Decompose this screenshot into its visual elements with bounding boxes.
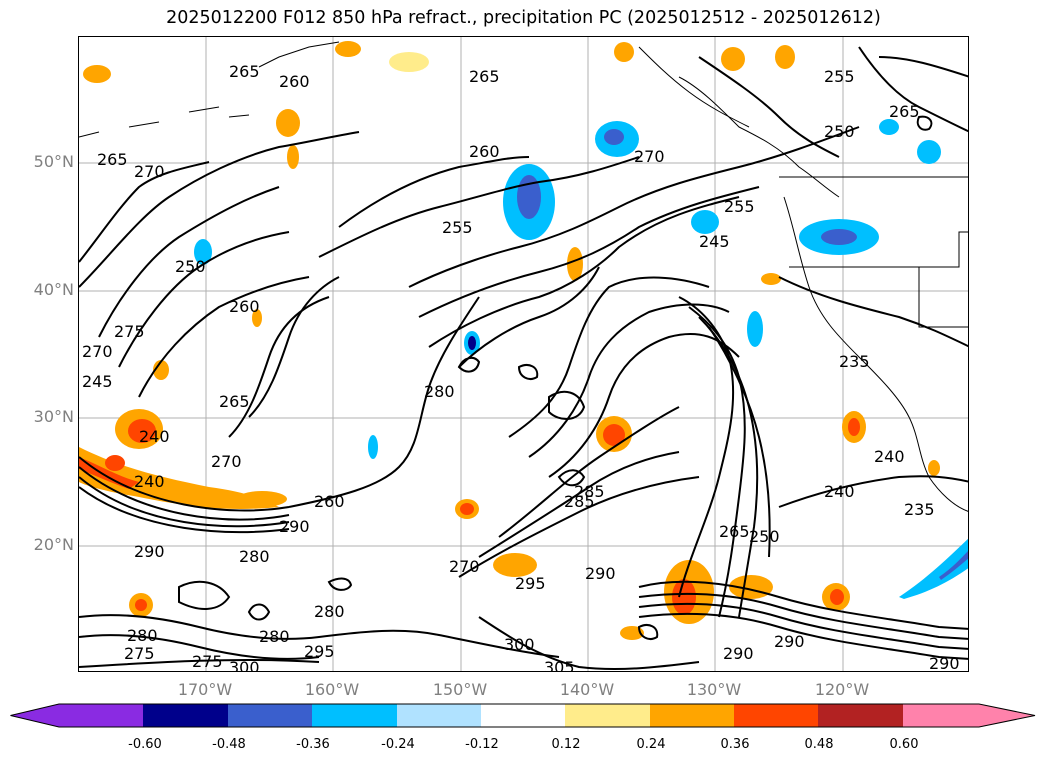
contour-label: 260 bbox=[469, 142, 500, 161]
contour-label: 290 bbox=[279, 517, 310, 536]
contour-label: 270 bbox=[449, 557, 480, 576]
colorbar-segment bbox=[734, 704, 818, 727]
colorbar-tick-label: -0.24 bbox=[381, 737, 415, 752]
colorbar-segment bbox=[397, 704, 481, 727]
contour-label: 285 bbox=[574, 482, 605, 501]
contour-label: 265 bbox=[219, 392, 250, 411]
colorbar-extend-high bbox=[979, 704, 1035, 727]
colorbar-segment bbox=[312, 704, 397, 727]
contour-label: 245 bbox=[699, 232, 730, 251]
colorbar-segment bbox=[59, 704, 143, 727]
contour-label: 270 bbox=[134, 162, 165, 181]
contour-label: 250 bbox=[824, 122, 855, 141]
contour-label: 245 bbox=[82, 372, 113, 391]
contour-label: 290 bbox=[929, 654, 960, 672]
contour-label: 235 bbox=[839, 352, 870, 371]
contour-label: 290 bbox=[774, 632, 805, 651]
map-title: 2025012200 F012 850 hPa refract., precip… bbox=[166, 8, 881, 28]
contour-label: 305 bbox=[544, 658, 575, 672]
lon-label-170w: 170°W bbox=[177, 680, 233, 699]
lon-label-160w: 160°W bbox=[304, 680, 360, 699]
contour-label: 275 bbox=[124, 644, 155, 663]
contour-label: 290 bbox=[585, 564, 616, 583]
map-canvas: 265 260 265 255 265 270 260 255 250 270 … bbox=[79, 37, 968, 672]
contour-label: 280 bbox=[314, 602, 345, 621]
contour-label: 280 bbox=[127, 626, 158, 645]
contour-label: 265 bbox=[229, 62, 260, 81]
lon-label-120w: 120°W bbox=[814, 680, 870, 699]
graticule bbox=[79, 37, 968, 671]
lat-label-30n: 30°N bbox=[33, 407, 74, 426]
lat-label-50n: 50°N bbox=[33, 152, 74, 171]
colorbar-tick-label: 0.60 bbox=[889, 737, 919, 752]
colorbar bbox=[10, 703, 1036, 728]
contour-label: 285 bbox=[564, 492, 595, 511]
colorbar-tick-label: 0.48 bbox=[804, 737, 834, 752]
contour-label: 260 bbox=[279, 72, 310, 91]
contour-label: 300 bbox=[229, 658, 260, 672]
refractivity-contours bbox=[79, 46, 968, 671]
colorbar-tick-label: 0.36 bbox=[720, 737, 750, 752]
contour-label: 295 bbox=[515, 574, 546, 593]
colorbar-segment bbox=[650, 704, 734, 727]
contour-label: 280 bbox=[239, 547, 270, 566]
contour-label: 240 bbox=[134, 472, 165, 491]
lat-label-40n: 40°N bbox=[33, 280, 74, 299]
contour-label: 275 bbox=[114, 322, 145, 341]
contour-label: 260 bbox=[229, 297, 260, 316]
contour-label: 255 bbox=[442, 218, 473, 237]
contour-label: 275 bbox=[192, 652, 223, 671]
contour-label: 290 bbox=[134, 542, 165, 561]
contour-label: 250 bbox=[749, 527, 780, 546]
colorbar-segment bbox=[903, 704, 979, 727]
contour-label: 265 bbox=[889, 102, 920, 121]
contour-label: 265 bbox=[469, 67, 500, 86]
colorbar-segment bbox=[143, 704, 228, 727]
contour-label: 255 bbox=[824, 67, 855, 86]
contour-label: 250 bbox=[175, 257, 206, 276]
contour-label: 280 bbox=[424, 382, 455, 401]
contour-label: 270 bbox=[634, 147, 665, 166]
lon-label-130w: 130°W bbox=[686, 680, 742, 699]
colorbar-segment bbox=[481, 704, 565, 727]
contour-label: 265 bbox=[97, 150, 128, 169]
colorbar-tick-label: -0.48 bbox=[212, 737, 246, 752]
colorbar-segment bbox=[818, 704, 903, 727]
lat-label-20n: 20°N bbox=[33, 535, 74, 554]
contour-label: 300 bbox=[504, 635, 535, 654]
contour-label: 240 bbox=[139, 427, 170, 446]
contour-label: 280 bbox=[259, 627, 290, 646]
contour-label: 295 bbox=[304, 642, 335, 661]
colorbar-segment bbox=[228, 704, 312, 727]
colorbar-tick-label: -0.36 bbox=[296, 737, 330, 752]
contour-label: 260 bbox=[314, 492, 345, 511]
lon-label-140w: 140°W bbox=[559, 680, 615, 699]
map-plot-area: 265 260 265 255 265 270 260 255 250 270 … bbox=[78, 36, 969, 672]
colorbar-extend-low bbox=[10, 704, 59, 727]
contour-label: 240 bbox=[824, 482, 855, 501]
coastlines bbox=[79, 41, 968, 512]
contour-label: 255 bbox=[724, 197, 755, 216]
contour-labels: 265 260 265 255 265 270 260 255 250 270 … bbox=[82, 62, 960, 672]
contour-label: 235 bbox=[904, 500, 935, 519]
precip-shading bbox=[79, 41, 968, 640]
contour-label: 265 bbox=[719, 522, 750, 541]
colorbar-tick-label: 0.12 bbox=[551, 737, 581, 752]
contour-label: 290 bbox=[723, 644, 754, 663]
contour-label: 270 bbox=[211, 452, 242, 471]
colorbar-tick-label: -0.60 bbox=[128, 737, 162, 752]
contour-label: 270 bbox=[82, 342, 113, 361]
contour-label: 240 bbox=[874, 447, 905, 466]
colorbar-tick-label: -0.12 bbox=[465, 737, 499, 752]
colorbar-tick-label: 0.24 bbox=[636, 737, 666, 752]
colorbar-segment bbox=[565, 704, 650, 727]
lon-label-150w: 150°W bbox=[432, 680, 488, 699]
